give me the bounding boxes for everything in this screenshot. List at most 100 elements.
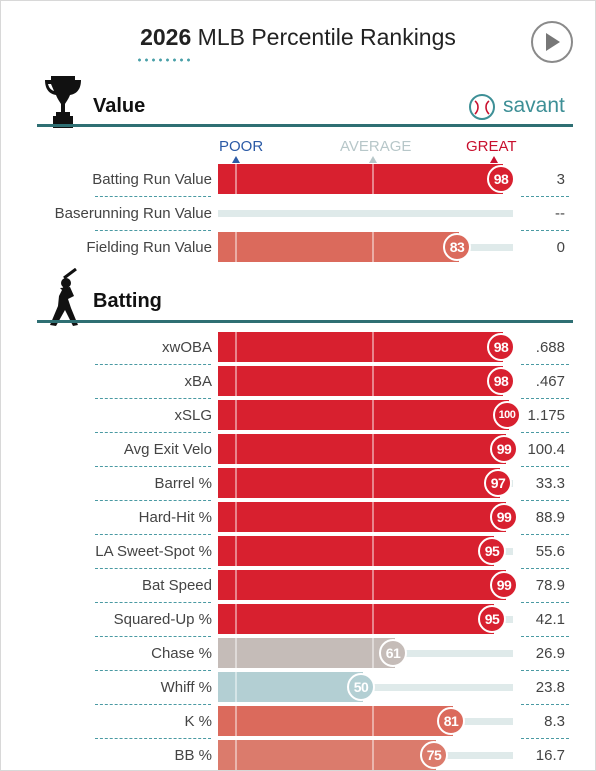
percentile-bar[interactable] xyxy=(218,232,459,262)
page-title: 2026 MLB Percentile Rankings xyxy=(0,24,596,51)
bar-reference-tick xyxy=(235,468,237,498)
section-title-value: Value xyxy=(93,95,146,117)
row-divider xyxy=(521,534,569,535)
bar-reference-tick xyxy=(372,400,374,430)
bar-reference-tick xyxy=(235,638,237,668)
metric-value: .688 xyxy=(535,339,565,356)
row-divider xyxy=(521,500,569,501)
metric-value: 26.9 xyxy=(535,645,565,662)
row-divider xyxy=(95,704,211,705)
title-text: MLB Percentile Rankings xyxy=(197,24,456,50)
savant-logo-icon xyxy=(469,94,495,120)
bar-reference-tick xyxy=(235,332,237,362)
scale-label-great: GREAT xyxy=(466,138,517,155)
batter-icon xyxy=(50,268,78,326)
title-year: 2026 xyxy=(140,24,192,50)
metric-value: 0 xyxy=(556,239,565,256)
percentile-badge[interactable]: 99 xyxy=(490,435,518,463)
row-divider xyxy=(521,738,569,739)
percentile-badge[interactable]: 99 xyxy=(490,503,518,531)
row-divider xyxy=(95,636,211,637)
scale-arrow-average xyxy=(369,156,377,163)
savant-brand-text: savant xyxy=(503,94,565,117)
metric-label: Baserunning Run Value xyxy=(54,205,212,222)
bar-reference-tick xyxy=(235,706,237,736)
row-divider xyxy=(521,602,569,603)
bar-reference-tick xyxy=(235,232,237,262)
bar-reference-tick xyxy=(372,164,374,194)
row-divider xyxy=(95,466,211,467)
percentile-bar[interactable] xyxy=(218,672,363,702)
metric-value: 1.175 xyxy=(527,407,565,424)
percentile-badge[interactable]: 50 xyxy=(347,673,375,701)
bar-reference-tick xyxy=(235,536,237,566)
metric-label: Batting Run Value xyxy=(92,171,212,188)
bar-reference-tick xyxy=(372,332,374,362)
percentile-badge[interactable]: 100 xyxy=(493,401,521,429)
row-divider xyxy=(521,568,569,569)
percentile-badge[interactable]: 97 xyxy=(484,469,512,497)
row-divider xyxy=(521,398,569,399)
percentile-badge[interactable]: 83 xyxy=(443,233,471,261)
percentile-bar[interactable] xyxy=(218,332,503,362)
percentile-bar[interactable] xyxy=(218,468,500,498)
metric-label: xwOBA xyxy=(161,339,212,356)
row-divider xyxy=(521,466,569,467)
row-divider xyxy=(521,432,569,433)
percentile-bar[interactable] xyxy=(218,366,503,396)
percentile-bar[interactable] xyxy=(218,706,453,736)
metric-label: xBA xyxy=(184,373,212,390)
bar-reference-tick xyxy=(372,232,374,262)
metric-value: 33.3 xyxy=(535,475,565,492)
metric-value: 8.3 xyxy=(544,713,565,730)
percentile-badge[interactable]: 99 xyxy=(490,571,518,599)
row-divider xyxy=(521,230,569,231)
bar-reference-tick xyxy=(372,502,374,532)
percentile-bar[interactable] xyxy=(218,740,436,770)
percentile-bar[interactable] xyxy=(218,570,506,600)
percentile-bar[interactable] xyxy=(218,434,506,464)
row-divider xyxy=(95,364,211,365)
bar-reference-tick xyxy=(372,434,374,464)
metric-label: BB % xyxy=(174,747,212,764)
metric-label: Whiff % xyxy=(160,679,212,696)
percentile-bar[interactable] xyxy=(218,164,503,194)
percentile-badge[interactable]: 61 xyxy=(379,639,407,667)
bar-reference-tick xyxy=(235,366,237,396)
scale-label-average: AVERAGE xyxy=(340,138,412,155)
bar-reference-tick xyxy=(235,672,237,702)
row-divider xyxy=(95,432,211,433)
row-divider xyxy=(521,364,569,365)
metric-label: Bat Speed xyxy=(141,577,212,594)
percentile-badge[interactable]: 98 xyxy=(487,165,515,193)
play-button[interactable] xyxy=(531,21,573,63)
row-divider xyxy=(521,670,569,671)
metric-label: Chase % xyxy=(151,645,212,662)
row-divider xyxy=(95,196,211,197)
scale-arrow-poor xyxy=(232,156,240,163)
metric-label: Avg Exit Velo xyxy=(123,441,212,458)
percentile-badge[interactable]: 81 xyxy=(437,707,465,735)
percentile-bar[interactable] xyxy=(218,400,509,430)
percentile-badge[interactable]: 95 xyxy=(478,537,506,565)
metric-value: 16.7 xyxy=(535,747,565,764)
bar-reference-tick xyxy=(235,502,237,532)
percentile-badge[interactable]: 75 xyxy=(420,741,448,769)
metric-value: 42.1 xyxy=(535,611,565,628)
percentile-badge[interactable]: 95 xyxy=(478,605,506,633)
percentile-bar[interactable] xyxy=(218,638,395,668)
scale-arrow-great xyxy=(490,156,498,163)
percentile-bar[interactable] xyxy=(218,604,494,634)
percentile-badge[interactable]: 98 xyxy=(487,333,515,361)
metric-value: .467 xyxy=(535,373,565,390)
row-divider xyxy=(521,704,569,705)
trophy-icon xyxy=(45,76,81,128)
bar-reference-tick xyxy=(235,570,237,600)
percentile-bar[interactable] xyxy=(218,536,494,566)
play-icon xyxy=(546,33,560,51)
percentile-badge[interactable]: 98 xyxy=(487,367,515,395)
row-divider xyxy=(95,738,211,739)
row-divider xyxy=(521,196,569,197)
percentile-bar[interactable] xyxy=(218,502,506,532)
metric-value: 23.8 xyxy=(535,679,565,696)
